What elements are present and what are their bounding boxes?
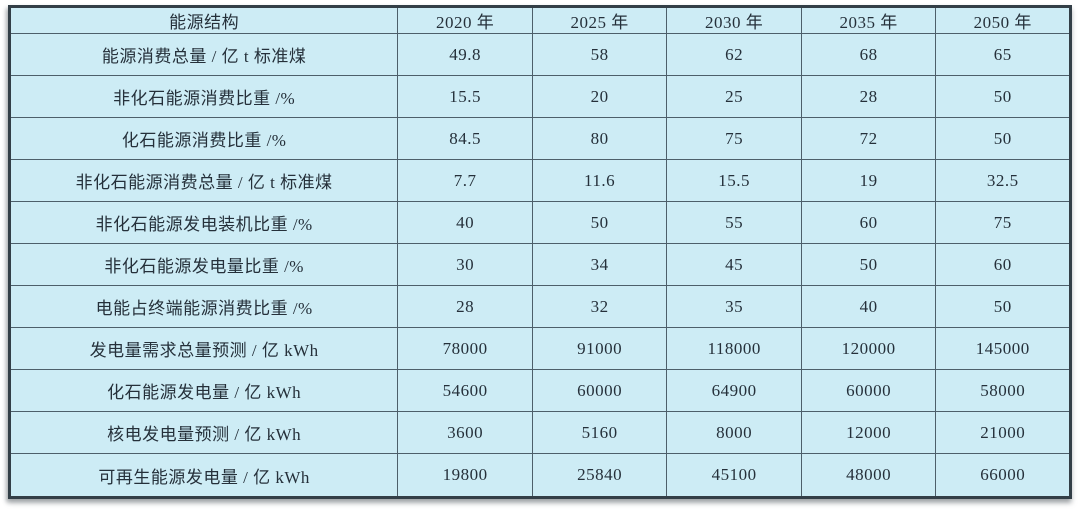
table-cell: 80 — [531, 117, 668, 161]
table-row: 化石能源发电量 / 亿 kWh 54600 60000 64900 60000 … — [8, 369, 1071, 413]
table-cell: 54600 — [397, 369, 533, 413]
table-cell: 20 — [531, 75, 668, 119]
table-cell: 15.5 — [666, 159, 802, 203]
row-label: 电能占终端能源消费比重 /% — [8, 285, 399, 329]
table-row: 能源消费总量 / 亿 t 标准煤 49.8 58 62 68 65 — [8, 32, 1071, 77]
table-cell: 35 — [666, 285, 802, 329]
table-cell: 58 — [531, 32, 668, 77]
row-label: 能源消费总量 / 亿 t 标准煤 — [8, 32, 399, 77]
table-cell: 45 — [666, 243, 802, 287]
table-cell: 60000 — [531, 369, 668, 413]
table-cell: 30 — [397, 243, 533, 287]
header-cell-energy-structure: 能源结构 — [8, 6, 399, 34]
row-label: 非化石能源消费总量 / 亿 t 标准煤 — [8, 159, 399, 203]
table-cell: 65 — [935, 32, 1071, 77]
table-cell: 5160 — [531, 411, 668, 455]
table-cell: 15.5 — [397, 75, 533, 119]
row-label: 化石能源消费比重 /% — [8, 117, 399, 161]
table-cell: 64900 — [666, 369, 802, 413]
header-cell-year-2035: 2035 年 — [800, 6, 937, 34]
table-cell: 72 — [800, 117, 937, 161]
table-cell: 12000 — [800, 411, 937, 455]
table-cell: 45100 — [666, 453, 802, 498]
header-cell-year-2020: 2020 年 — [397, 6, 533, 34]
table-cell: 32.5 — [935, 159, 1071, 203]
table-cell: 50 — [935, 117, 1071, 161]
table-cell: 68 — [800, 32, 937, 77]
table-cell: 78000 — [397, 327, 533, 371]
table-cell: 50 — [800, 243, 937, 287]
table-cell: 28 — [397, 285, 533, 329]
table-row: 非化石能源发电量比重 /% 30 34 45 50 60 — [8, 243, 1071, 287]
table-cell: 145000 — [935, 327, 1071, 371]
table-cell: 21000 — [935, 411, 1071, 455]
energy-structure-table: 能源结构 2020 年 2025 年 2030 年 2035 年 2050 年 … — [8, 5, 1072, 499]
table-cell: 118000 — [666, 327, 802, 371]
table-cell: 19800 — [397, 453, 533, 498]
row-label: 发电量需求总量预测 / 亿 kWh — [8, 327, 399, 371]
table-cell: 60000 — [800, 369, 937, 413]
header-cell-year-2025: 2025 年 — [531, 6, 668, 34]
table-cell: 7.7 — [397, 159, 533, 203]
row-label: 非化石能源发电装机比重 /% — [8, 201, 399, 245]
table-cell: 48000 — [800, 453, 937, 498]
table-cell: 75 — [666, 117, 802, 161]
table-cell: 49.8 — [397, 32, 533, 77]
table-cell: 25 — [666, 75, 802, 119]
table-cell: 84.5 — [397, 117, 533, 161]
table-row: 电能占终端能源消费比重 /% 28 32 35 40 50 — [8, 285, 1071, 329]
table-cell: 28 — [800, 75, 937, 119]
header-cell-year-2050: 2050 年 — [935, 6, 1071, 34]
row-label: 非化石能源消费比重 /% — [8, 75, 399, 119]
table-cell: 40 — [800, 285, 937, 329]
table-cell: 40 — [397, 201, 533, 245]
table-cell: 19 — [800, 159, 937, 203]
table-row: 化石能源消费比重 /% 84.5 80 75 72 50 — [8, 117, 1071, 161]
table-cell: 50 — [935, 75, 1071, 119]
table-row: 非化石能源消费总量 / 亿 t 标准煤 7.7 11.6 15.5 19 32.… — [8, 159, 1071, 203]
table-row: 核电发电量预测 / 亿 kWh 3600 5160 8000 12000 210… — [8, 411, 1071, 455]
table-cell: 34 — [531, 243, 668, 287]
table-cell: 50 — [531, 201, 668, 245]
table-header-row: 能源结构 2020 年 2025 年 2030 年 2035 年 2050 年 — [8, 6, 1071, 34]
table-cell: 60 — [935, 243, 1071, 287]
table-cell: 32 — [531, 285, 668, 329]
row-label: 可再生能源发电量 / 亿 kWh — [8, 453, 399, 498]
table-cell: 120000 — [800, 327, 937, 371]
table-cell: 55 — [666, 201, 802, 245]
table-row: 发电量需求总量预测 / 亿 kWh 78000 91000 118000 120… — [8, 327, 1071, 371]
table-cell: 66000 — [935, 453, 1071, 498]
row-label: 非化石能源发电量比重 /% — [8, 243, 399, 287]
table-cell: 60 — [800, 201, 937, 245]
table-cell: 91000 — [531, 327, 668, 371]
row-label: 核电发电量预测 / 亿 kWh — [8, 411, 399, 455]
table-cell: 75 — [935, 201, 1071, 245]
header-cell-year-2030: 2030 年 — [666, 6, 802, 34]
table-cell: 58000 — [935, 369, 1071, 413]
table-cell: 11.6 — [531, 159, 668, 203]
table-cell: 25840 — [531, 453, 668, 498]
table-cell: 8000 — [666, 411, 802, 455]
table-row: 非化石能源发电装机比重 /% 40 50 55 60 75 — [8, 201, 1071, 245]
table-row: 非化石能源消费比重 /% 15.5 20 25 28 50 — [8, 75, 1071, 119]
table-cell: 62 — [666, 32, 802, 77]
table-cell: 50 — [935, 285, 1071, 329]
table-cell: 3600 — [397, 411, 533, 455]
table-row: 可再生能源发电量 / 亿 kWh 19800 25840 45100 48000… — [8, 453, 1071, 498]
row-label: 化石能源发电量 / 亿 kWh — [8, 369, 399, 413]
